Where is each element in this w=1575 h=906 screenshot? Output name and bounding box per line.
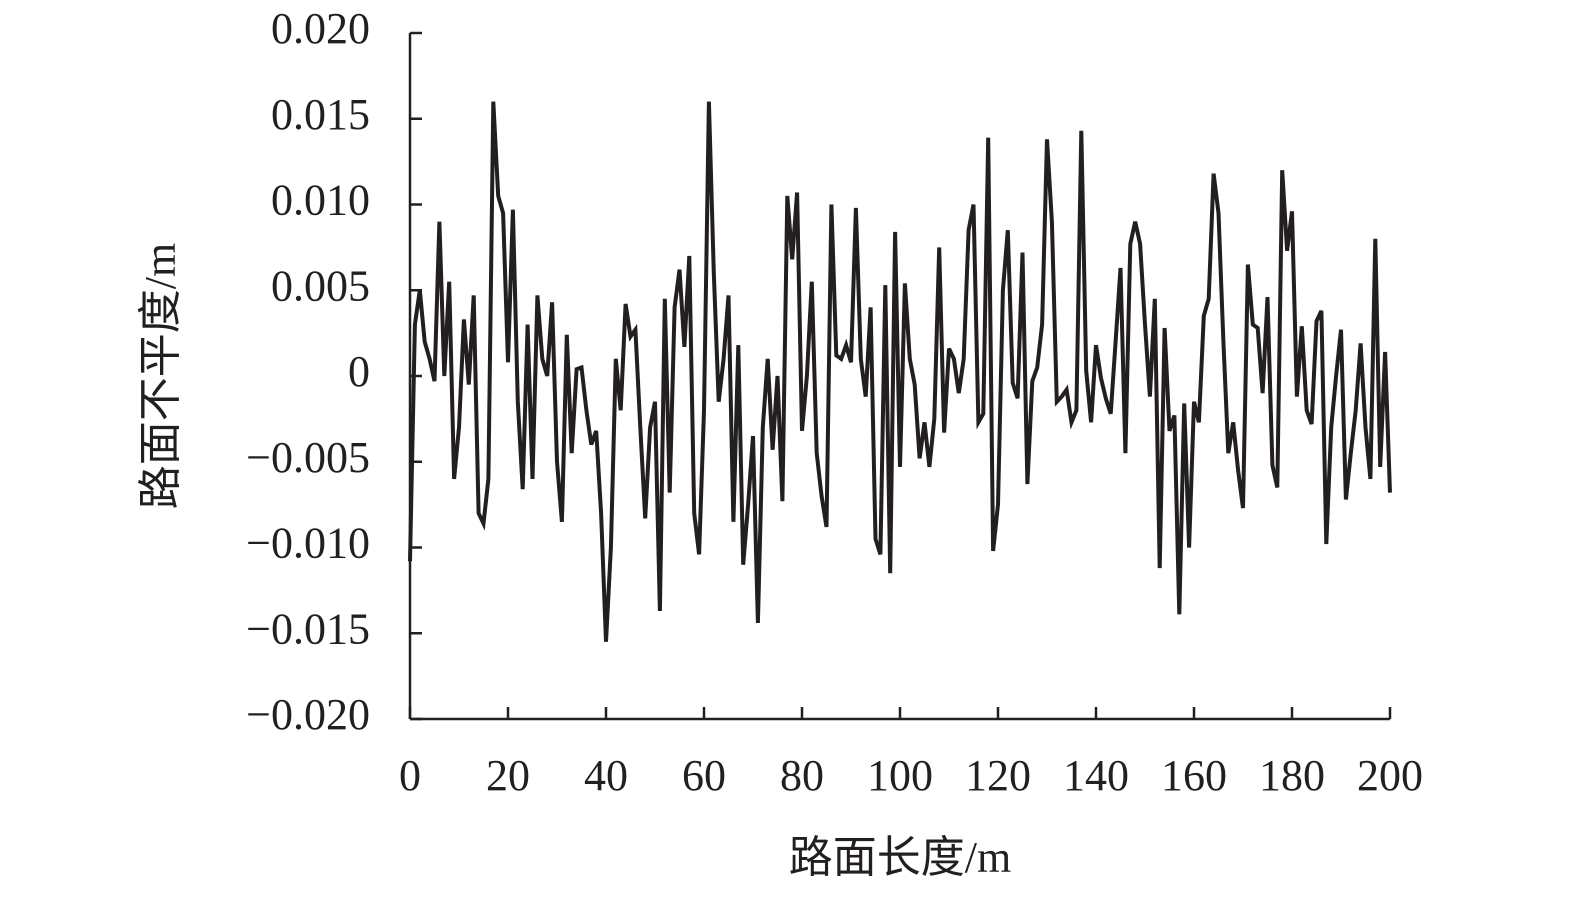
x-tick-label: 160 [1161,751,1227,800]
y-tick-label: 0.020 [271,4,370,53]
y-tick-label: 0.005 [271,261,370,310]
x-tick-label: 0 [399,751,421,800]
x-tick-label: 100 [867,751,933,800]
x-tick-label: 120 [965,751,1031,800]
y-tick-label: 0.010 [271,176,370,225]
x-tick-label: 140 [1063,751,1129,800]
y-tick-label: −0.020 [246,690,370,739]
x-tick-label: 180 [1259,751,1325,800]
x-tick-label: 200 [1357,751,1423,800]
x-tick-label: 80 [780,751,824,800]
data-line [408,101,1392,642]
y-tick-label: −0.015 [246,604,370,653]
y-axis-label: 路面不平度/m [136,243,185,509]
y-tick-label: −0.010 [246,519,370,568]
y-tick-label: 0.015 [271,90,370,139]
x-axis-label: 路面长度/m [789,833,1011,882]
x-tick-label: 40 [584,751,628,800]
y-tick-label: 0 [348,347,370,396]
x-tick-label: 20 [486,751,530,800]
y-tick-label: −0.005 [246,433,370,482]
x-tick-label: 60 [682,751,726,800]
